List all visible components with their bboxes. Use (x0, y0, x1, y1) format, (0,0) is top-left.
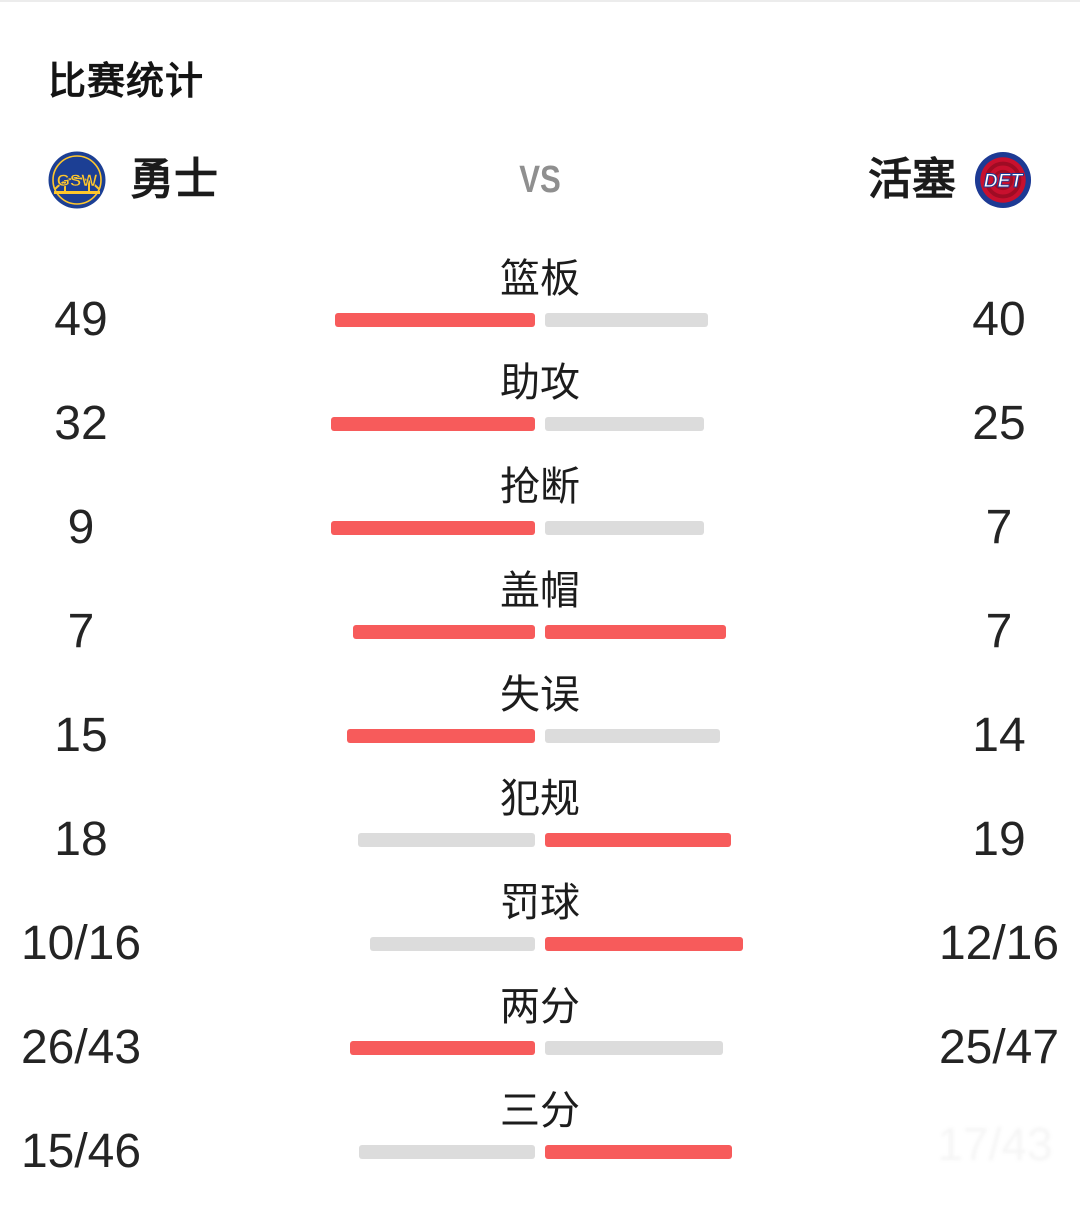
det-logo-icon: DET (974, 151, 1032, 209)
away-value: 25 (972, 397, 1026, 450)
stat-label: 篮板 (500, 257, 580, 301)
stat-row: 篮板 49 40 (0, 243, 1080, 347)
stat-row: 罚球 10/16 12/16 (0, 867, 1080, 971)
watermark: 17/43 (937, 1118, 1053, 1170)
top-divider (0, 0, 1080, 2)
team-away: 活塞 DET (868, 140, 1032, 220)
stat-row: 失误 15 14 (0, 659, 1080, 763)
away-value: 7 (985, 605, 1013, 658)
away-value: 14 (972, 709, 1026, 762)
away-value: 7 (985, 501, 1013, 554)
stat-row: 抢断 9 7 (0, 451, 1080, 555)
home-bar (358, 833, 535, 847)
home-bar (350, 1041, 535, 1055)
stat-label: 罚球 (500, 881, 580, 925)
away-bar (545, 521, 704, 535)
stat-label: 盖帽 (500, 569, 580, 613)
home-value: 26/43 (20, 1021, 142, 1074)
stat-row: 盖帽 7 7 (0, 555, 1080, 659)
home-bar (370, 937, 535, 951)
away-bar (545, 729, 720, 743)
home-bar (359, 1145, 535, 1159)
home-value: 10/16 (20, 917, 142, 970)
stat-row: 犯规 18 19 (0, 763, 1080, 867)
home-value: 49 (54, 293, 108, 346)
team-away-name: 活塞 (868, 155, 956, 204)
home-bar (331, 521, 535, 535)
home-value: 32 (54, 397, 108, 450)
team-home: GSW 勇士 (48, 140, 218, 220)
det-logo-text: DET (984, 171, 1025, 192)
gsw-logo-icon: GSW (48, 151, 106, 209)
stat-label: 两分 (500, 985, 580, 1029)
team-home-name: 勇士 (130, 155, 218, 204)
stat-row: 两分 26/43 25/47 (0, 971, 1080, 1075)
home-bar (335, 313, 535, 327)
home-value: 18 (54, 813, 108, 866)
away-bar (545, 417, 704, 431)
stat-label: 助攻 (500, 361, 580, 405)
away-bar (545, 313, 708, 327)
home-value: 15 (54, 709, 108, 762)
stat-label: 三分 (500, 1089, 580, 1133)
home-bar (331, 417, 535, 431)
home-value: 7 (67, 605, 95, 658)
home-bar (353, 625, 535, 639)
stat-row: 助攻 32 25 (0, 347, 1080, 451)
away-value: 40 (972, 293, 1026, 346)
stat-label: 失误 (500, 673, 580, 717)
stat-label: 抢断 (500, 465, 580, 509)
away-value: 25/47 (938, 1021, 1060, 1074)
away-value: 19 (972, 813, 1026, 866)
away-bar (545, 1041, 723, 1055)
stats-list: 篮板 49 40 助攻 32 25 抢断 9 7 盖帽 7 7 失误 15 14… (0, 243, 1080, 1179)
away-bar (545, 937, 743, 951)
away-bar (545, 1145, 732, 1159)
stat-row: 三分 15/46 (0, 1075, 1080, 1179)
stat-label: 犯规 (500, 777, 580, 821)
away-bar (545, 625, 726, 639)
away-value: 12/16 (938, 917, 1060, 970)
home-value: 9 (67, 501, 95, 554)
vs-label: VS (519, 159, 561, 201)
home-bar (347, 729, 535, 743)
away-bar (545, 833, 731, 847)
gsw-logo-text: GSW (57, 171, 99, 190)
teams-header: GSW 勇士 VS 活塞 DET (0, 140, 1080, 220)
home-value: 15/46 (20, 1125, 142, 1178)
page-title: 比赛统计 (48, 61, 205, 103)
